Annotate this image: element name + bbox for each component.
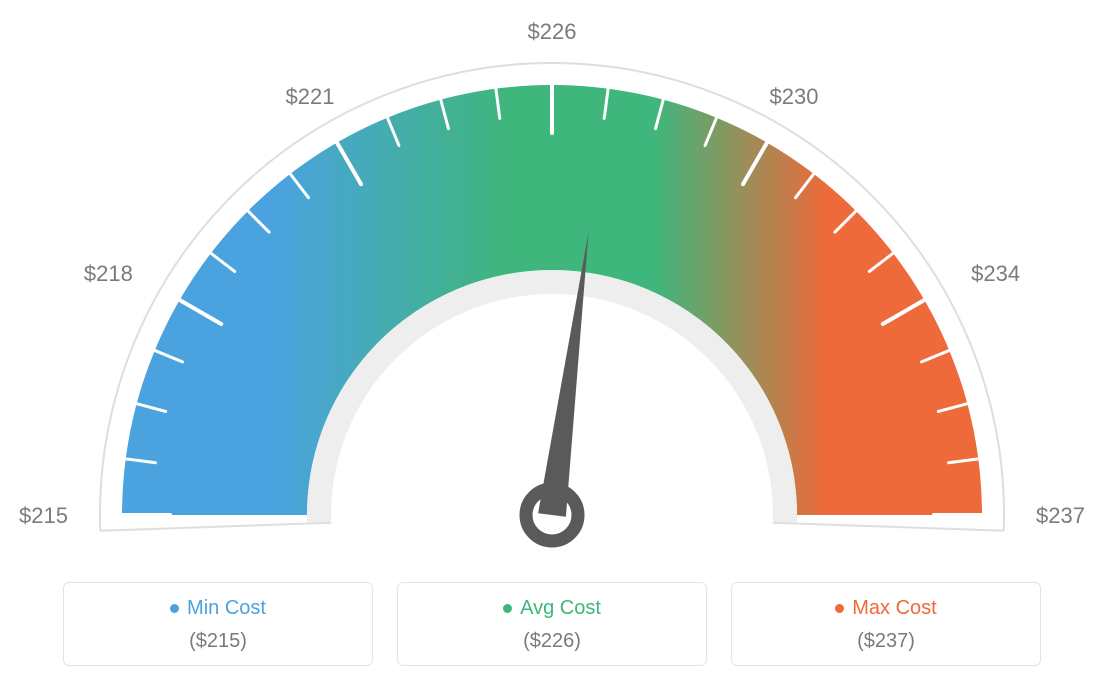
- legend-min-label: Min Cost: [170, 597, 266, 620]
- legend-avg-value: ($226): [408, 630, 696, 653]
- gauge-tick-label: $215: [19, 503, 68, 528]
- legend-avg-text: Avg Cost: [520, 597, 601, 620]
- dot-icon: [835, 604, 844, 613]
- legend-avg-box: Avg Cost ($226): [397, 582, 707, 666]
- gauge-tick-label: $218: [84, 261, 133, 286]
- legend-max-label: Max Cost: [835, 597, 936, 620]
- cost-gauge-chart: $215 $218 $221 $226 $230 $234 $237 Min Cost ($…: [0, 0, 1104, 690]
- legend-row: Min Cost ($215) Avg Cost ($226) Max Cost…: [0, 582, 1104, 666]
- gauge-tick-label: $230: [770, 84, 819, 109]
- gauge-svg: $215 $218 $221 $226 $230 $234 $237: [0, 0, 1104, 560]
- gauge-tick-label: $237: [1036, 503, 1085, 528]
- legend-avg-label: Avg Cost: [503, 597, 601, 620]
- legend-min-value: ($215): [74, 630, 362, 653]
- legend-max-text: Max Cost: [852, 597, 936, 620]
- gauge-tick-label: $234: [971, 261, 1020, 286]
- dot-icon: [170, 604, 179, 613]
- legend-min-text: Min Cost: [187, 597, 266, 620]
- legend-max-box: Max Cost ($237): [731, 582, 1041, 666]
- gauge-tick-label: $221: [286, 84, 335, 109]
- dot-icon: [503, 604, 512, 613]
- legend-max-value: ($237): [742, 630, 1030, 653]
- legend-min-box: Min Cost ($215): [63, 582, 373, 666]
- gauge-tick-label: $226: [528, 19, 577, 44]
